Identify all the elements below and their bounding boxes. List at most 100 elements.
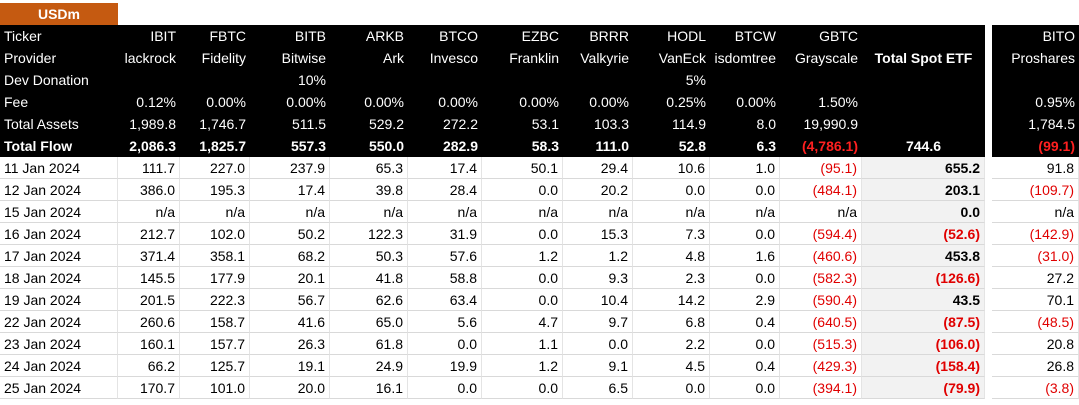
header-cell: GBTC [780, 25, 862, 47]
data-cell: 125.7 [180, 355, 250, 377]
header-cell [330, 69, 408, 91]
header-cell: 114.9 [633, 113, 710, 135]
data-cell: (142.9) [992, 223, 1079, 245]
data-cell: 2.3 [633, 267, 710, 289]
header-cell: 2,086.3 [118, 135, 180, 157]
row-label: Fee [0, 91, 118, 113]
header-cell: VanEck [633, 47, 710, 69]
data-cell: (31.0) [992, 245, 1079, 267]
data-cell: (52.6) [862, 223, 985, 245]
header-cell [180, 69, 250, 91]
header-cell [563, 69, 633, 91]
header-cell: Ark [330, 47, 408, 69]
header-cell [862, 91, 985, 113]
header-cell: 58.3 [482, 135, 563, 157]
header-cell: BITB [250, 25, 330, 47]
header-cell: BTCO [408, 25, 482, 47]
data-cell: n/a [408, 201, 482, 223]
data-cell: 26.8 [992, 355, 1079, 377]
data-cell: 160.1 [118, 333, 180, 355]
data-cell: 0.0 [710, 179, 780, 201]
row-label: Ticker [0, 25, 118, 47]
data-cell: 655.2 [862, 157, 985, 179]
data-cell: (460.6) [780, 245, 862, 267]
data-cell: (126.6) [862, 267, 985, 289]
header-cell: ARKB [330, 25, 408, 47]
header-cell: 0.00% [482, 91, 563, 113]
header-cell [862, 113, 985, 135]
row-label: 19 Jan 2024 [0, 289, 118, 311]
data-cell: (3.8) [992, 377, 1079, 399]
data-cell: n/a [710, 201, 780, 223]
data-cell: 122.3 [330, 223, 408, 245]
data-cell: 0.0 [563, 333, 633, 355]
header-cell: FBTC [180, 25, 250, 47]
header-cell: 19,990.9 [780, 113, 862, 135]
data-cell: 4.5 [633, 355, 710, 377]
header-cell [992, 69, 1079, 91]
row-label: 18 Jan 2024 [0, 267, 118, 289]
header-cell: 0.00% [710, 91, 780, 113]
header-cell: 557.3 [250, 135, 330, 157]
data-cell: (594.4) [780, 223, 862, 245]
data-cell: 1.2 [563, 245, 633, 267]
header-cell: Total Spot ETF [862, 47, 985, 69]
header-cell: 0.00% [330, 91, 408, 113]
header-cell: 52.8 [633, 135, 710, 157]
data-cell: 4.7 [482, 311, 563, 333]
header-cell: 1,784.5 [992, 113, 1079, 135]
data-cell: 50.3 [330, 245, 408, 267]
data-cell: 63.4 [408, 289, 482, 311]
data-cell: 6.8 [633, 311, 710, 333]
data-cell: 0.0 [710, 223, 780, 245]
data-cell: n/a [330, 201, 408, 223]
data-cell: (640.5) [780, 311, 862, 333]
data-cell: (484.1) [780, 179, 862, 201]
data-cell: 62.6 [330, 289, 408, 311]
data-cell: 222.3 [180, 289, 250, 311]
data-cell: (394.1) [780, 377, 862, 399]
data-cell: 1.6 [710, 245, 780, 267]
header-cell: 0.00% [563, 91, 633, 113]
data-cell: (158.4) [862, 355, 985, 377]
data-cell: (48.5) [992, 311, 1079, 333]
header-cell: Franklin [482, 47, 563, 69]
data-cell: (429.3) [780, 355, 862, 377]
data-cell: n/a [992, 201, 1079, 223]
header-cell: 1,989.8 [118, 113, 180, 135]
data-cell: 227.0 [180, 157, 250, 179]
header-cell: 8.0 [710, 113, 780, 135]
data-cell: 170.7 [118, 377, 180, 399]
data-cell: 9.1 [563, 355, 633, 377]
row-label: Total Assets [0, 113, 118, 135]
header-cell: isdomtree [710, 47, 780, 69]
data-cell: (95.1) [780, 157, 862, 179]
data-cell: 17.4 [408, 157, 482, 179]
header-cell: 5% [633, 69, 710, 91]
header-cell [780, 69, 862, 91]
data-cell: 260.6 [118, 311, 180, 333]
header-cell: Valkyrie [563, 47, 633, 69]
data-cell: 1.2 [482, 245, 563, 267]
data-cell: (515.3) [780, 333, 862, 355]
data-cell: 20.0 [250, 377, 330, 399]
data-cell: 4.8 [633, 245, 710, 267]
data-cell: 27.2 [992, 267, 1079, 289]
data-cell: 2.2 [633, 333, 710, 355]
header-cell: 111.0 [563, 135, 633, 157]
data-cell: n/a [563, 201, 633, 223]
row-label: 12 Jan 2024 [0, 179, 118, 201]
header-cell: Bitwise [250, 47, 330, 69]
header-cell: 0.00% [180, 91, 250, 113]
data-cell: 43.5 [862, 289, 985, 311]
header-cell: lackrock [118, 47, 180, 69]
header-cell [710, 69, 780, 91]
row-label: 11 Jan 2024 [0, 157, 118, 179]
data-cell: 16.1 [330, 377, 408, 399]
data-cell: 68.2 [250, 245, 330, 267]
data-cell: n/a [780, 201, 862, 223]
header-cell: 10% [250, 69, 330, 91]
header-cell: IBIT [118, 25, 180, 47]
data-cell: 70.1 [992, 289, 1079, 311]
data-cell: n/a [118, 201, 180, 223]
